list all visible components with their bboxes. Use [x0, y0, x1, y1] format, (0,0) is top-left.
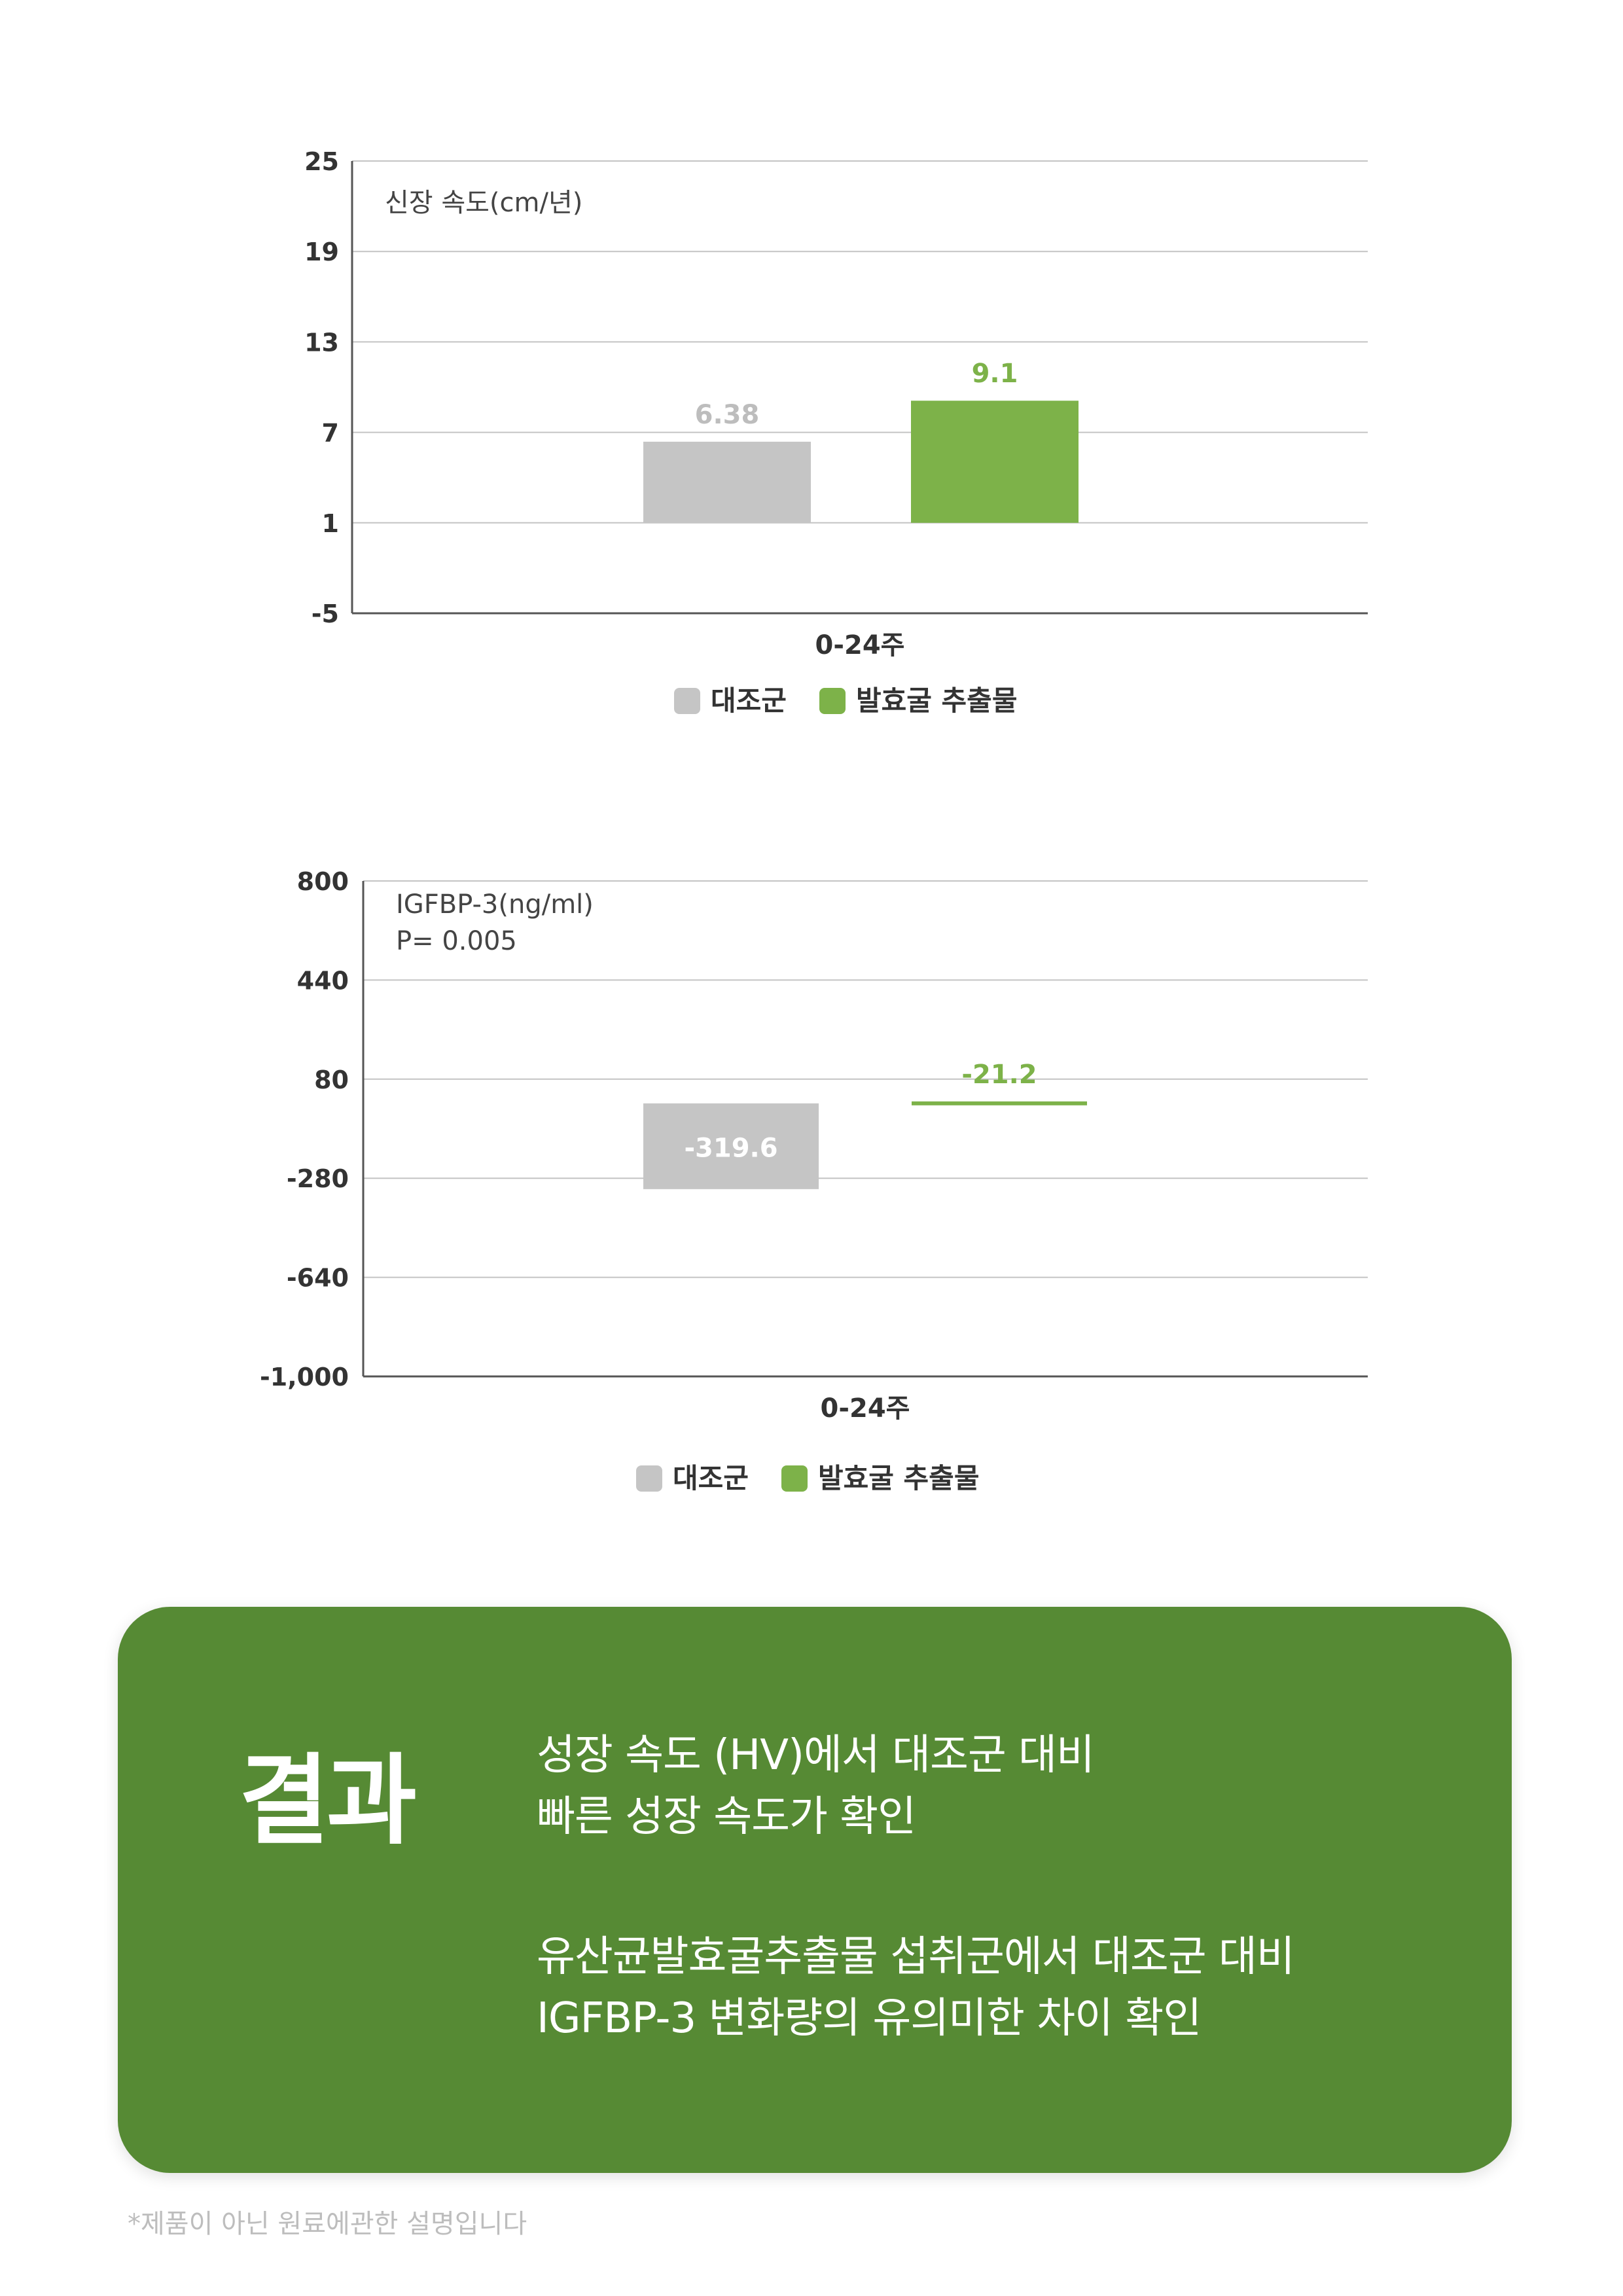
y-tick-label: 800 [297, 867, 349, 896]
result-box: 결과 성장 속도 (HV)에서 대조군 대비 빠른 성장 속도가 확인 유산균발… [118, 1607, 1512, 2173]
legend-swatch [636, 1465, 662, 1492]
y-tick-label: 7 [322, 419, 339, 448]
result-title: 결과 [239, 1744, 417, 1858]
data-label: -319.6 [684, 1133, 777, 1163]
y-tick-label: -280 [287, 1164, 349, 1193]
footnote: *제품이 아닌 원료에관한 설명입니다 [128, 2209, 527, 2239]
legend-label: 발효굴 추출물 [856, 685, 1017, 717]
bar-control [643, 441, 811, 523]
igfbp3-chart: 800 440 80 -280 -640 -1,000 IGFBP-3(ng/ml) P= 0… [260, 867, 1368, 1494]
result-line-3: 유산균발효굴추출물 섭취군에서 대조군 대비 [537, 1933, 1295, 1981]
data-label: -21.2 [961, 1060, 1037, 1090]
y-tick-label: 13 [304, 328, 339, 357]
y-tick-label: -1,000 [260, 1363, 349, 1391]
x-tick-label: 0-24주 [815, 630, 905, 660]
chart-annotation: P= 0.005 [396, 926, 517, 956]
x-tick-label: 0-24주 [821, 1393, 910, 1424]
bar-fermented-oyster [912, 1101, 1087, 1105]
result-lines: 성장 속도 (HV)에서 대조군 대비 빠른 성장 속도가 확인 유산균발효굴추… [537, 1725, 1295, 2049]
legend-label: 대조군 [711, 685, 787, 717]
legend-label: 대조군 [673, 1462, 749, 1494]
result-line-1: 성장 속도 (HV)에서 대조군 대비 [537, 1731, 1095, 1780]
result-line-4: IGFBP-3 변화량의 유의미한 차이 확인 [537, 1994, 1202, 2043]
data-label: 6.38 [695, 400, 760, 430]
bar-control [643, 1103, 819, 1189]
legend-swatch [781, 1465, 808, 1492]
legend-swatch [674, 688, 700, 714]
y-tick-label: 19 [304, 238, 339, 266]
result-line-2: 빠른 성장 속도가 확인 [537, 1793, 916, 1841]
data-label: 9.1 [972, 359, 1018, 389]
legend-label: 발효굴 추출물 [818, 1462, 979, 1494]
y-tick-label: 25 [304, 147, 339, 176]
y-tick-label: 80 [314, 1066, 349, 1094]
chart-annotation: IGFBP-3(ng/ml) [396, 889, 594, 920]
legend-swatch [819, 688, 846, 714]
y-tick-label: 1 [322, 509, 339, 538]
chart-annotation: 신장 속도(cm/년) [385, 188, 582, 218]
y-tick-label: 440 [297, 966, 349, 995]
bar-fermented-oyster [911, 401, 1079, 523]
y-tick-label: -640 [287, 1264, 349, 1293]
y-tick-label: -5 [312, 600, 339, 628]
